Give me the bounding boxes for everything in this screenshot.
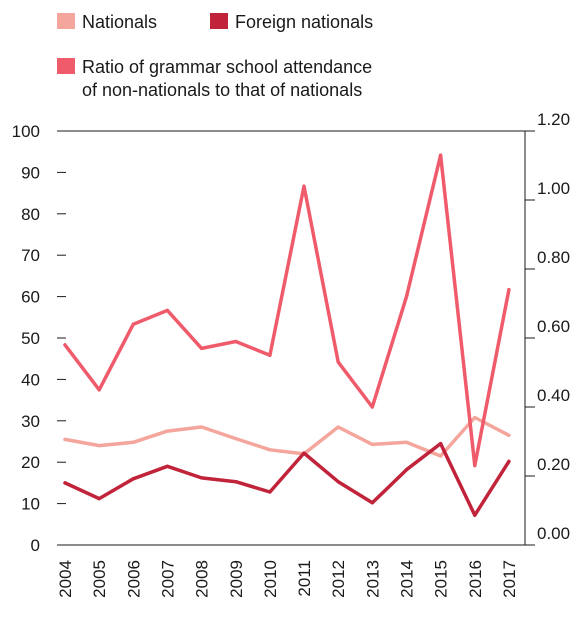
x-axis-tick-label: 2007: [158, 560, 177, 598]
data-point-foreign-nationals-2009: [234, 480, 238, 484]
left-axis-tick-label: 50: [21, 329, 40, 348]
x-axis-tick-label: 2008: [193, 560, 212, 598]
left-axis-tick-label: 80: [21, 205, 40, 224]
data-point-nationals-2015: [439, 454, 443, 458]
right-axis-tick-label: 0.00: [537, 524, 570, 543]
left-axis-tick-label: 70: [21, 246, 40, 265]
legend-label-foreign-nationals: Foreign nationals: [235, 12, 373, 32]
data-point-nationals-2017: [507, 433, 511, 437]
legend-swatch-nationals: [57, 13, 75, 29]
data-point-nationals-2008: [200, 425, 204, 429]
data-point-nationals-2004: [63, 437, 67, 442]
data-point-foreign-nationals-2014: [404, 468, 409, 472]
data-point-ratio-of-grammar-sch-2013: [370, 405, 374, 409]
data-point-ratio-of-grammar-sch-2009: [234, 339, 238, 344]
data-point-nationals-2013: [370, 442, 374, 446]
series-line-foreign-nationals: [63, 441, 511, 517]
legend-label-nationals: Nationals: [82, 12, 157, 32]
series-line-nationals: [63, 415, 511, 458]
left-axis-tick-label: 60: [21, 288, 40, 307]
right-axis-tick-label: 0.60: [537, 317, 570, 336]
data-point-nationals-2010: [268, 448, 272, 452]
right-axis-tick-label: 1.20: [537, 110, 570, 129]
left-axis-tick-label: 30: [21, 412, 40, 431]
data-point-foreign-nationals-2012: [336, 480, 340, 484]
data-point-foreign-nationals-2011: [302, 451, 306, 455]
data-point-ratio-of-grammar-sch-2012: [336, 360, 340, 364]
x-axis-tick-label: 2009: [227, 560, 246, 598]
data-point-ratio-of-grammar-sch-2014: [404, 295, 409, 299]
left-axis-tick-label: 10: [21, 495, 40, 514]
x-axis-tick-label: 2016: [466, 560, 485, 598]
legend-label-line-2: of non-nationals to that of nationals: [82, 80, 362, 100]
legend: Nationals Foreign nationals Ratio of gramm…: [57, 12, 373, 100]
data-point-ratio-of-grammar-sch-2005: [97, 388, 101, 392]
data-point-nationals-2007: [165, 429, 170, 433]
data-point-nationals-2009: [234, 437, 238, 441]
legend-swatch-foreign-nationals: [210, 13, 228, 29]
right-axis-tick-label: 0.20: [537, 455, 570, 474]
legend-swatch-ratio-of-grammar-school-attendance: [57, 58, 75, 74]
data-point-foreign-nationals-2008: [200, 476, 204, 480]
x-axis-tick-label: 2014: [398, 560, 417, 598]
data-point-ratio-of-grammar-sch-2008: [200, 346, 204, 350]
data-point-foreign-nationals-2004: [63, 481, 67, 485]
left-axis-tick-label: 90: [21, 163, 40, 182]
data-point-foreign-nationals-2013: [370, 501, 374, 505]
data-point-nationals-2005: [97, 444, 101, 448]
right-axis-tick-label: 0.80: [537, 248, 570, 267]
left-axis-tick-label: 20: [21, 453, 40, 472]
x-axis-tick-label: 2010: [261, 560, 280, 598]
data-point-ratio-of-grammar-sch-2007: [165, 308, 170, 312]
right-axis-tick-label: 0.40: [537, 386, 570, 405]
data-point-ratio-of-grammar-sch-2017: [507, 288, 511, 292]
data-point-ratio-of-grammar-sch-2015: [439, 153, 443, 157]
data-point-nationals-2006: [131, 440, 135, 444]
legend-label-line-1: Ratio of grammar school attendance: [82, 57, 372, 77]
data-point-nationals-2014: [404, 440, 409, 444]
data-point-ratio-of-grammar-sch-2004: [63, 343, 67, 347]
data-point-ratio-of-grammar-sch-2011: [302, 184, 306, 188]
x-axis-tick-label: 2004: [56, 560, 75, 598]
right-axis-tick-label: 1.00: [537, 179, 570, 198]
data-point-ratio-of-grammar-sch-2006: [131, 322, 135, 326]
series-group: [63, 153, 511, 517]
x-axis-tick-label: 2011: [295, 560, 314, 597]
data-point-nationals-2016: [473, 415, 477, 420]
x-axis-tick-label: 2006: [124, 560, 143, 598]
x-axis-tick-label: 2017: [500, 560, 519, 598]
data-point-foreign-nationals-2007: [165, 464, 170, 468]
series-line-ratio-of-grammar-school-attendance-of-no: [63, 153, 511, 468]
data-point-ratio-of-grammar-sch-2010: [268, 353, 272, 357]
data-point-ratio-of-grammar-sch-2016: [473, 464, 477, 468]
x-axis-tick-label: 2012: [329, 560, 348, 598]
data-point-foreign-nationals-2010: [268, 490, 272, 494]
x-axis-tick-label: 2005: [90, 560, 109, 598]
data-point-foreign-nationals-2015: [439, 441, 443, 446]
data-point-foreign-nationals-2016: [473, 513, 477, 517]
data-point-nationals-2012: [336, 425, 340, 429]
x-axis-tick-label: 2013: [363, 560, 382, 598]
left-axis-tick-label: 0: [31, 536, 40, 555]
data-point-foreign-nationals-2017: [507, 459, 511, 463]
data-point-foreign-nationals-2006: [131, 477, 135, 481]
axes: 0 10 20 30 40 50 60 70 80 90 100 0.00 0.20 0.40 0.60 0.…: [12, 110, 570, 598]
data-point-foreign-nationals-2005: [97, 497, 101, 501]
left-axis-tick-label: 100: [12, 122, 40, 141]
left-axis-tick-label: 40: [21, 370, 40, 389]
x-axis-tick-label: 2015: [432, 560, 451, 598]
